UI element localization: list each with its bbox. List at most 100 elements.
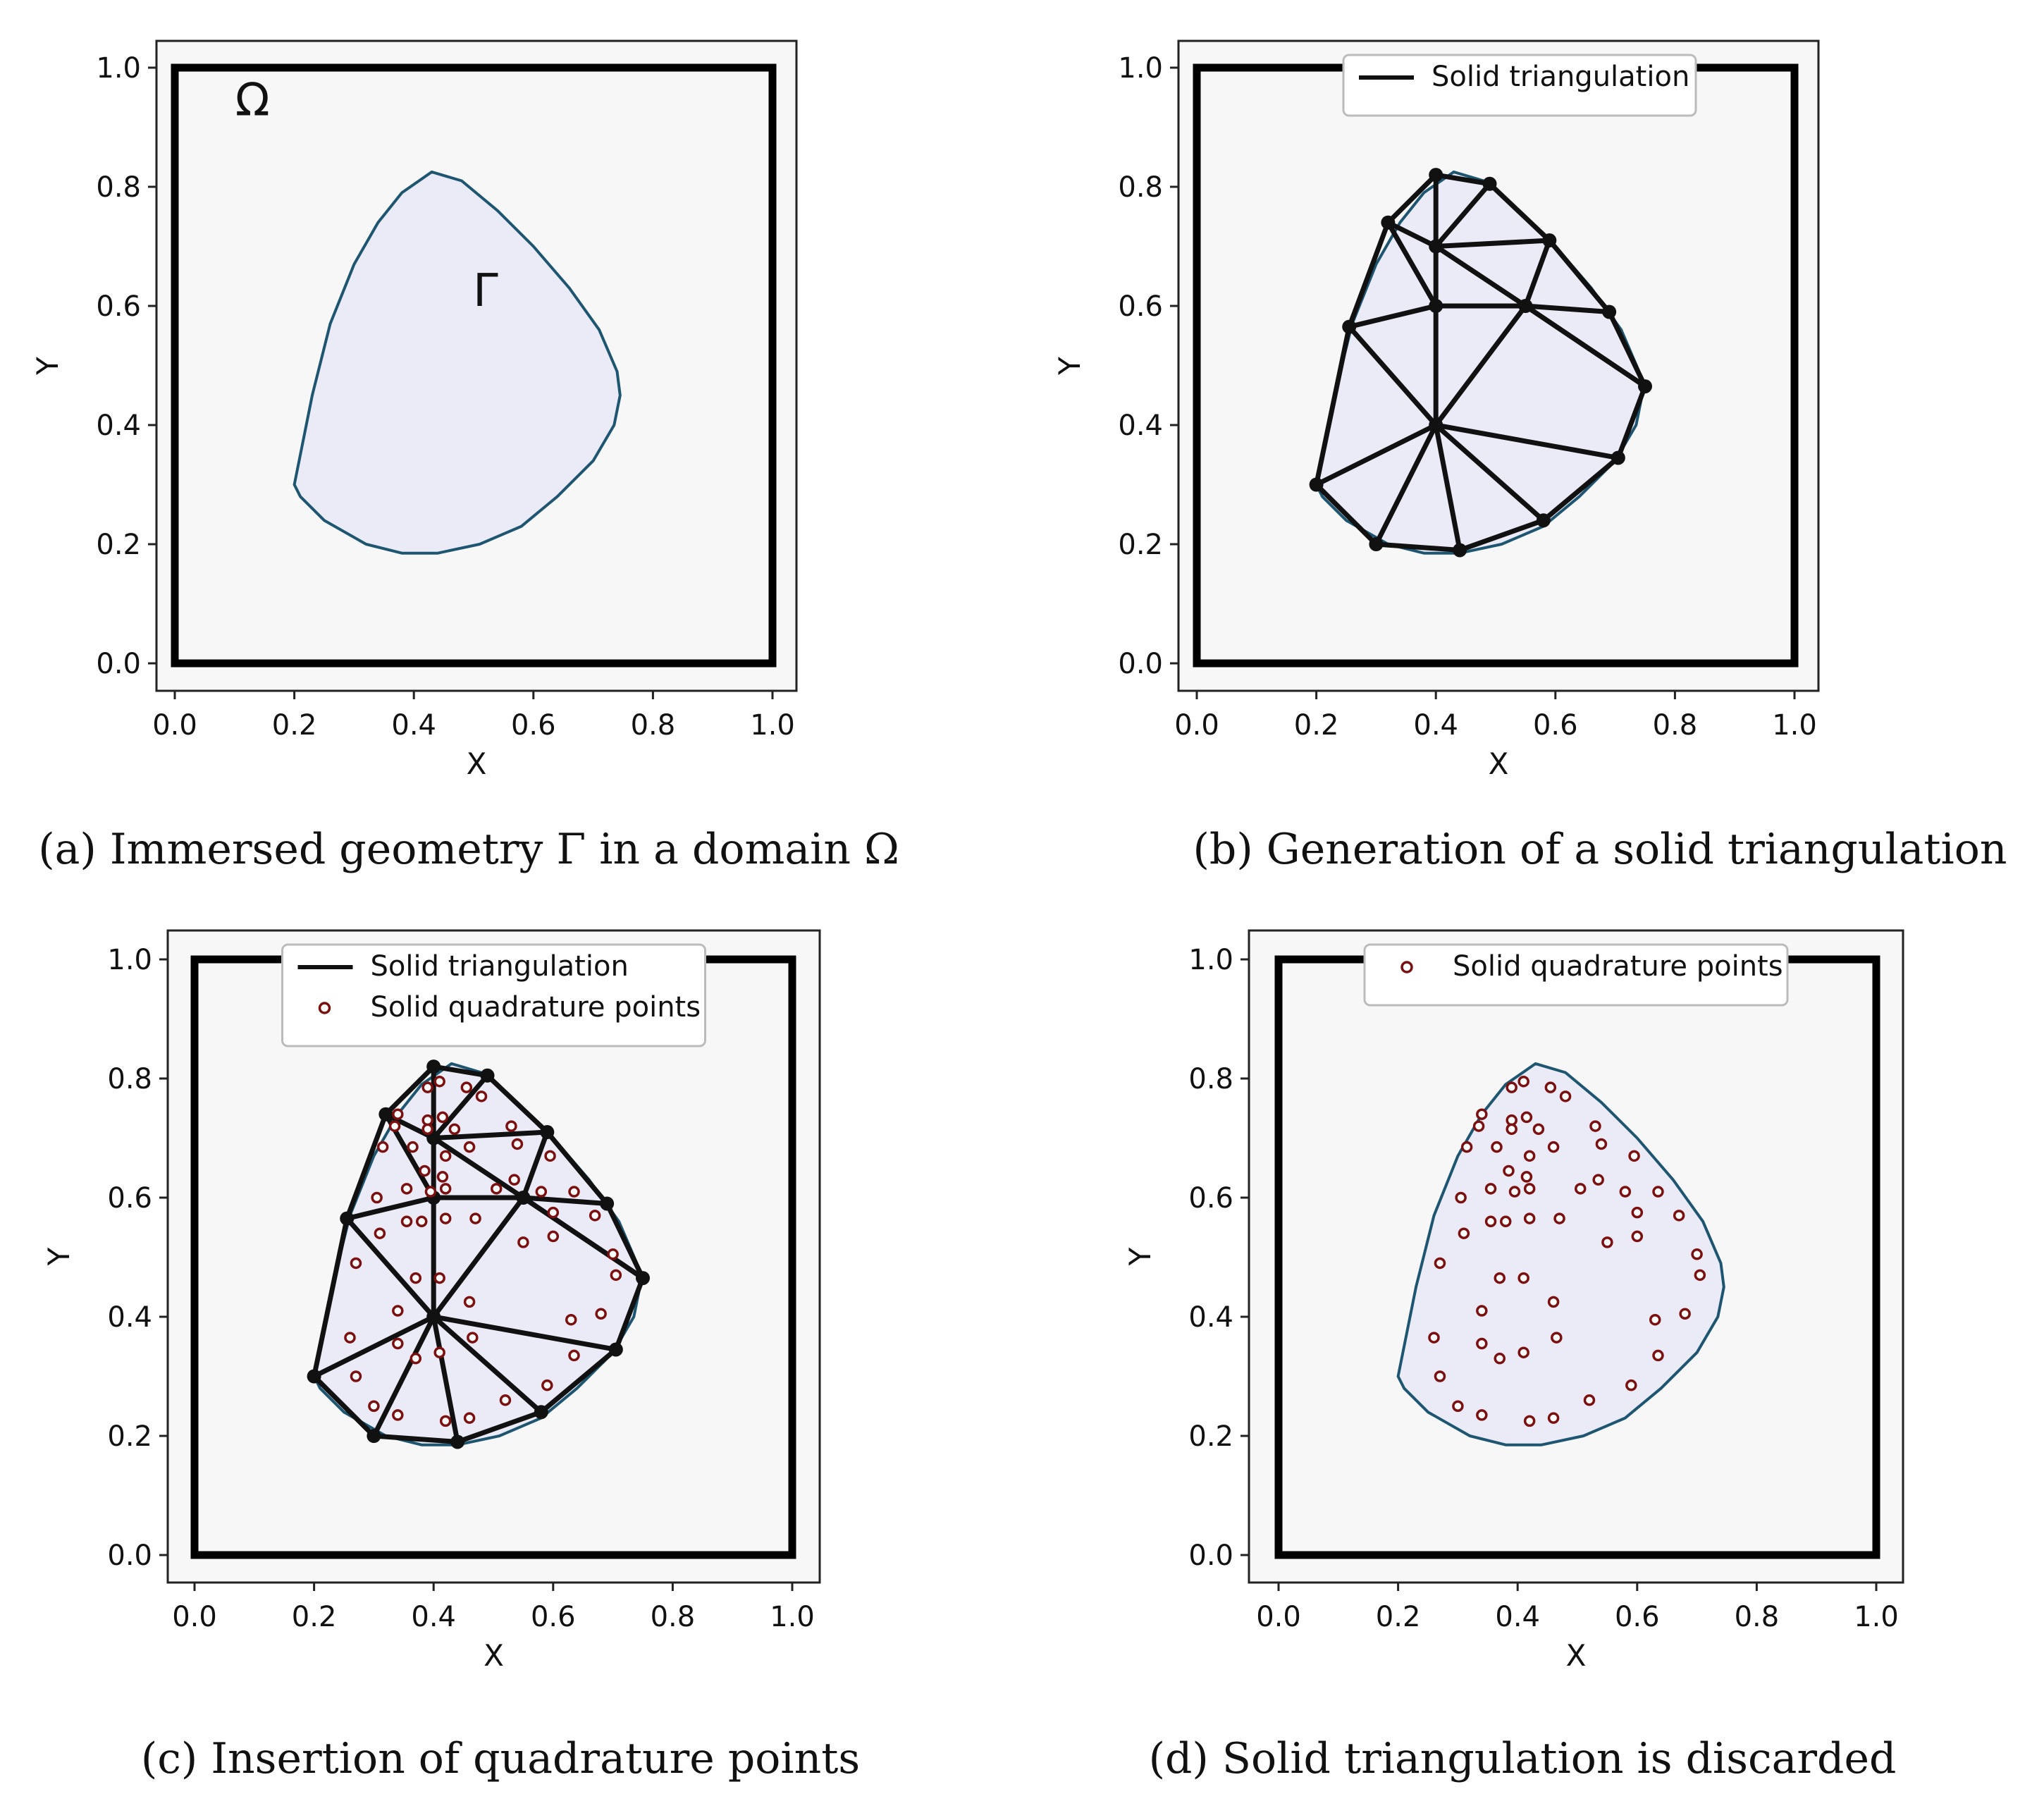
- triangulation-edge: [1385, 220, 1439, 309]
- triangulation-edge: [312, 1216, 350, 1379]
- triangulation-edge: [431, 1314, 619, 1352]
- legend-label: Solid triangulation: [371, 950, 629, 983]
- quadrature-point: [439, 1150, 452, 1162]
- quadrature-point: [419, 1165, 431, 1177]
- quadrature-point: [1595, 1138, 1608, 1150]
- triangulation-edge: [520, 1195, 610, 1206]
- triangulation-node: [534, 1405, 548, 1420]
- triangulation-edge: [1606, 309, 1648, 389]
- quadrature-point: [436, 1111, 449, 1124]
- quadrature-point: [376, 1141, 389, 1153]
- triangulation-node: [367, 1429, 381, 1443]
- quadrature-point: [1547, 1141, 1560, 1153]
- y-tick-label: 0.8: [107, 1063, 152, 1095]
- triangulation-edge: [1522, 303, 1648, 389]
- quadrature-point: [1499, 1215, 1512, 1228]
- triangulation-edge: [1346, 220, 1391, 330]
- triangulation-edge: [431, 1136, 526, 1200]
- triangulation-edge: [544, 1129, 610, 1206]
- quadrature-point: [439, 1183, 452, 1195]
- quadrature-point: [544, 1150, 556, 1162]
- y-axis-label: Y: [1052, 357, 1087, 376]
- quadrature-point: [371, 1191, 383, 1204]
- triangulation-node: [1429, 168, 1443, 183]
- quadrature-point: [1455, 1191, 1467, 1204]
- quadrature-point: [1460, 1141, 1473, 1153]
- triangulation-edge: [1433, 422, 1546, 523]
- triangulation-node: [426, 1310, 441, 1324]
- x-tick-label: 0.4: [411, 1601, 456, 1633]
- quadrature-point: [424, 1186, 437, 1198]
- quadrature-point: [1484, 1215, 1497, 1228]
- triangulation-edge: [431, 1073, 491, 1141]
- quadrature-point: [448, 1123, 461, 1136]
- quadrature-point: [1532, 1123, 1545, 1136]
- triangulation-edge: [371, 1314, 436, 1439]
- quadrature-point: [1494, 1272, 1506, 1284]
- triangulation-edge: [344, 1195, 436, 1222]
- triangulation-node: [1369, 537, 1384, 551]
- x-tick-label: 1.0: [1772, 709, 1817, 742]
- quadrature-point: [460, 1081, 473, 1093]
- quadrature-point: [1476, 1108, 1488, 1120]
- caption-c: (c) Insertion of quadrature points: [140, 1734, 861, 1783]
- y-axis-label: Y: [42, 1247, 76, 1266]
- triangulation-edge: [312, 1314, 436, 1379]
- triangulation-node: [516, 1191, 531, 1205]
- triangulation-edge: [431, 1314, 544, 1415]
- triangulation-node: [1638, 379, 1652, 394]
- quadrature-point: [595, 1308, 607, 1320]
- quadrature-point: [1523, 1212, 1536, 1224]
- triangulation-edge: [1433, 238, 1552, 249]
- quadrature-point: [1434, 1257, 1446, 1270]
- quadrature-point: [1520, 1171, 1533, 1183]
- quadrature-point: [463, 1296, 476, 1308]
- triangulation-edge: [1385, 172, 1439, 226]
- triangulation-node: [636, 1271, 650, 1286]
- triangulation-edge: [520, 1195, 646, 1281]
- quadrature-point: [1503, 1165, 1515, 1177]
- caption-a: (a) Immersed geometry Γ in a domain Ω: [38, 825, 899, 874]
- y-tick-label: 0.2: [1188, 1420, 1233, 1453]
- y-tick-label: 1.0: [96, 52, 141, 85]
- legend-label: Solid quadrature points: [371, 991, 701, 1024]
- quadrature-point: [368, 1400, 380, 1412]
- quadrature-point: [392, 1409, 404, 1421]
- x-tick-label: 0.2: [272, 709, 317, 742]
- triangulation-edge: [1433, 303, 1528, 428]
- domain-omega-label: Ω: [235, 75, 270, 127]
- triangulation-edge: [1433, 181, 1493, 249]
- x-axis-label: X: [1566, 1638, 1587, 1673]
- quadrature-point: [1434, 1370, 1446, 1382]
- triangulation-node: [1542, 233, 1557, 248]
- quadrature-point: [1589, 1120, 1601, 1132]
- x-tick-label: 1.0: [750, 709, 795, 742]
- quadrature-point: [508, 1174, 520, 1186]
- triangulation-edge: [431, 1314, 460, 1444]
- y-axis-label: Y: [1123, 1247, 1157, 1266]
- quadrature-point: [607, 1248, 619, 1260]
- triangulation-edge: [431, 1195, 526, 1320]
- triangulation-edge: [1373, 541, 1463, 553]
- triangulation-edge: [431, 1129, 550, 1141]
- triangulation-node: [1611, 450, 1625, 465]
- quadrature-point: [400, 1183, 413, 1195]
- quadrature-point: [568, 1349, 580, 1362]
- triangulation-edge: [1314, 422, 1439, 487]
- triangulation-edge: [344, 1112, 388, 1222]
- quadrature-point: [1652, 1186, 1664, 1198]
- triangulation-edge: [312, 1374, 376, 1439]
- y-tick-label: 0.0: [1118, 648, 1163, 680]
- triangulation-edge: [1433, 422, 1621, 460]
- quadrature-point: [1673, 1210, 1685, 1222]
- triangulation-edge: [1314, 482, 1379, 547]
- y-tick-label: 0.8: [1118, 171, 1163, 204]
- quadrature-point: [1494, 1352, 1506, 1365]
- quadrature-point: [1694, 1269, 1706, 1282]
- quadrature-point: [1517, 1075, 1529, 1088]
- quadrature-point: [589, 1210, 601, 1222]
- triangulation-node: [1429, 418, 1443, 432]
- quadrature-point: [392, 1305, 404, 1317]
- quadrature-point: [374, 1227, 386, 1239]
- triangulation-node: [1381, 215, 1396, 230]
